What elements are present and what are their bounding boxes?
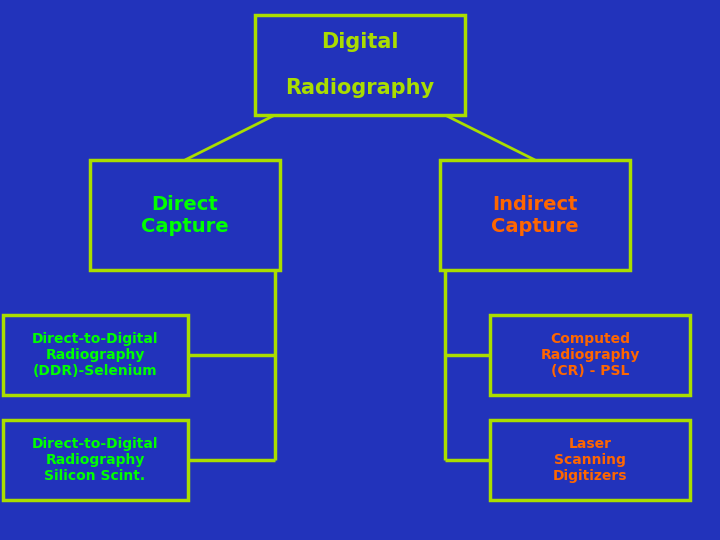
Text: Direct
Capture: Direct Capture <box>141 194 229 235</box>
FancyBboxPatch shape <box>490 315 690 395</box>
Text: Laser
Scanning
Digitizers: Laser Scanning Digitizers <box>553 437 627 483</box>
FancyBboxPatch shape <box>90 160 280 270</box>
FancyBboxPatch shape <box>490 420 690 500</box>
Text: Computed
Radiography
(CR) - PSL: Computed Radiography (CR) - PSL <box>540 332 639 378</box>
FancyBboxPatch shape <box>2 420 187 500</box>
Text: Direct-to-Digital
Radiography
(DDR)-Selenium: Direct-to-Digital Radiography (DDR)-Sele… <box>32 332 158 378</box>
FancyBboxPatch shape <box>440 160 630 270</box>
Text: Digital

Radiography: Digital Radiography <box>285 32 435 98</box>
FancyBboxPatch shape <box>2 315 187 395</box>
Text: Direct-to-Digital
Radiography
Silicon Scint.: Direct-to-Digital Radiography Silicon Sc… <box>32 437 158 483</box>
Text: Indirect
Capture: Indirect Capture <box>491 194 579 235</box>
FancyBboxPatch shape <box>255 15 465 115</box>
